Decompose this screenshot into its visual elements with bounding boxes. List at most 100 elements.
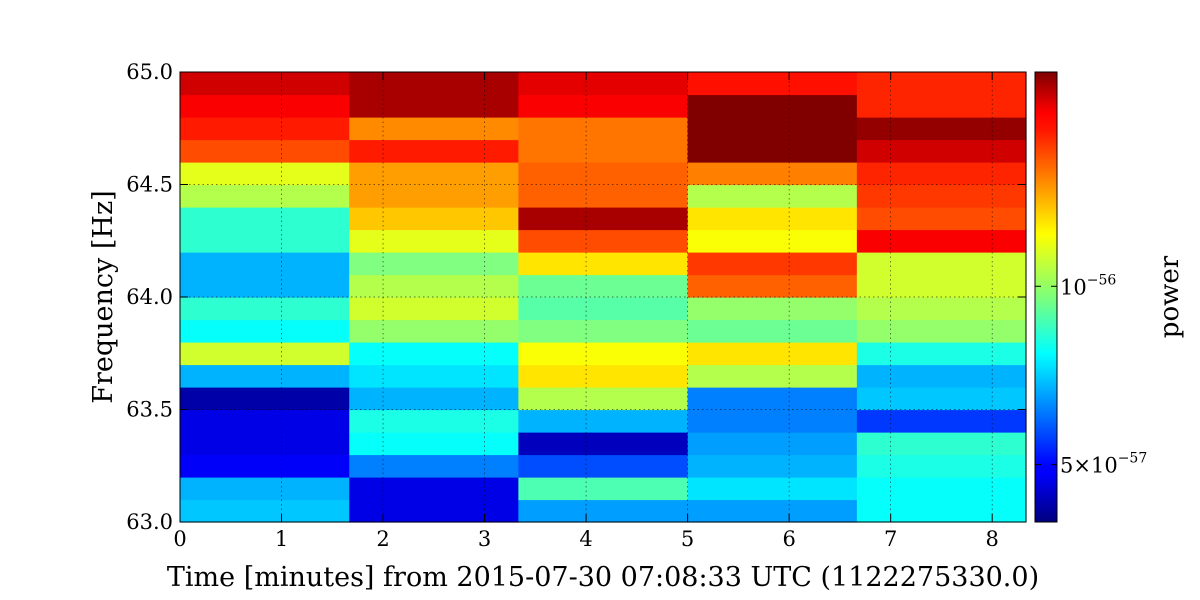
heatmap-cell	[856, 499, 1027, 523]
heatmap-cell	[518, 117, 689, 141]
heatmap-cell	[180, 409, 350, 433]
heatmap-cell	[180, 94, 350, 118]
heatmap-cell	[180, 252, 350, 276]
heatmap-cell	[687, 94, 858, 118]
heatmap-cell	[180, 72, 350, 96]
heatmap-cell	[856, 364, 1027, 388]
heatmap-cell	[180, 319, 350, 343]
colorbar-label: power	[1155, 255, 1185, 338]
heatmap-cell	[349, 139, 519, 163]
x-tick-label: 3	[478, 527, 491, 551]
heatmap-cell	[180, 477, 350, 501]
heatmap-cell	[687, 252, 858, 276]
heatmap-cell	[687, 117, 858, 141]
colorbar-tick-label: 5×10−57	[1060, 451, 1147, 478]
heatmap-cell	[349, 342, 519, 366]
heatmap-cell	[856, 139, 1027, 163]
x-tick-label: 7	[884, 527, 897, 551]
heatmap-cell	[518, 387, 689, 411]
heatmap-cell	[349, 387, 519, 411]
heatmap-cell	[856, 117, 1027, 141]
x-tick-label: 0	[173, 527, 186, 551]
heatmap-cell	[349, 184, 519, 208]
heatmap-cell	[856, 297, 1027, 321]
heatmap-cell	[856, 387, 1027, 411]
heatmap-cell	[349, 477, 519, 501]
heatmap-cell	[856, 252, 1027, 276]
heatmap-cell	[687, 364, 858, 388]
heatmap-cell	[687, 319, 858, 343]
heatmap-cell	[518, 297, 689, 321]
heatmap-cell	[518, 162, 689, 186]
heatmap-cell	[180, 297, 350, 321]
heatmap-cell	[687, 409, 858, 433]
heatmap-cell	[180, 117, 350, 141]
heatmap-cell	[687, 297, 858, 321]
x-tick-labels: 0 1 2 3 4 5 6 7 8	[173, 527, 999, 551]
y-tick-label: 63.0	[126, 510, 173, 534]
heatmap-cell	[687, 432, 858, 456]
heatmap-cell	[687, 477, 858, 501]
heatmap-cell	[518, 207, 689, 231]
heatmap-cell	[180, 387, 350, 411]
colorbar	[1034, 71, 1058, 523]
heatmap-cell	[349, 162, 519, 186]
heatmap-cell	[856, 342, 1027, 366]
heatmap-cell	[856, 184, 1027, 208]
colorbar-ticks: 5×10−57 10−56	[1035, 272, 1147, 478]
heatmap-cell	[349, 454, 519, 478]
heatmap-cell	[180, 274, 350, 298]
heatmap-cell	[856, 72, 1027, 96]
x-axis-label: Time [minutes] from 2015-07-30 07:08:33 …	[167, 562, 1039, 593]
heatmap-cell	[518, 274, 689, 298]
x-tick-label: 2	[376, 527, 389, 551]
heatmap-cell	[180, 162, 350, 186]
y-tick-label: 65.0	[126, 60, 173, 84]
heatmap-cell	[349, 229, 519, 253]
heatmap-cell	[856, 454, 1027, 478]
heatmap-cell	[856, 432, 1027, 456]
heatmap-cell	[180, 184, 350, 208]
heatmap-cell	[180, 432, 350, 456]
heatmap-cell	[687, 274, 858, 298]
heatmap-cell	[856, 274, 1027, 298]
heatmap-cell	[518, 364, 689, 388]
x-tick-label: 8	[986, 527, 999, 551]
heatmap-cell	[687, 72, 858, 96]
heatmap-cell	[856, 477, 1027, 501]
y-tick-label: 64.0	[126, 285, 173, 309]
heatmap-cell	[856, 409, 1027, 433]
heatmap-cell	[518, 72, 689, 96]
heatmap-cell	[349, 297, 519, 321]
x-tick-label: 1	[275, 527, 288, 551]
colorbar-tick-label: 10−56	[1060, 272, 1116, 299]
y-tick-labels: 63.0 63.5 64.0 64.5 65.0	[126, 60, 173, 534]
x-tick-label: 6	[782, 527, 795, 551]
heatmap-cell	[518, 454, 689, 478]
heatmap-cell	[856, 319, 1027, 343]
heatmap-cell	[180, 454, 350, 478]
heatmap-cell	[518, 139, 689, 163]
heatmap-cell	[518, 342, 689, 366]
heatmap-cell	[349, 499, 519, 523]
heatmap-cell	[687, 184, 858, 208]
heatmap-cell	[518, 432, 689, 456]
y-tick-label: 63.5	[126, 398, 173, 422]
x-tick-label: 5	[681, 527, 694, 551]
heatmap-cell	[518, 229, 689, 253]
heatmap-cell	[349, 319, 519, 343]
heatmap-cell	[856, 207, 1027, 231]
heatmap-cell	[518, 409, 689, 433]
heatmap-cell	[687, 387, 858, 411]
heatmap-cell	[518, 477, 689, 501]
heatmap-cell	[349, 409, 519, 433]
heatmap-cell	[518, 252, 689, 276]
heatmap-cell	[349, 72, 519, 96]
heatmap-cell	[180, 229, 350, 253]
heatmap-cell	[180, 139, 350, 163]
y-tick-label: 64.5	[126, 173, 173, 197]
heatmap-cells	[180, 72, 1027, 523]
heatmap-cell	[349, 432, 519, 456]
heatmap-cell	[687, 342, 858, 366]
